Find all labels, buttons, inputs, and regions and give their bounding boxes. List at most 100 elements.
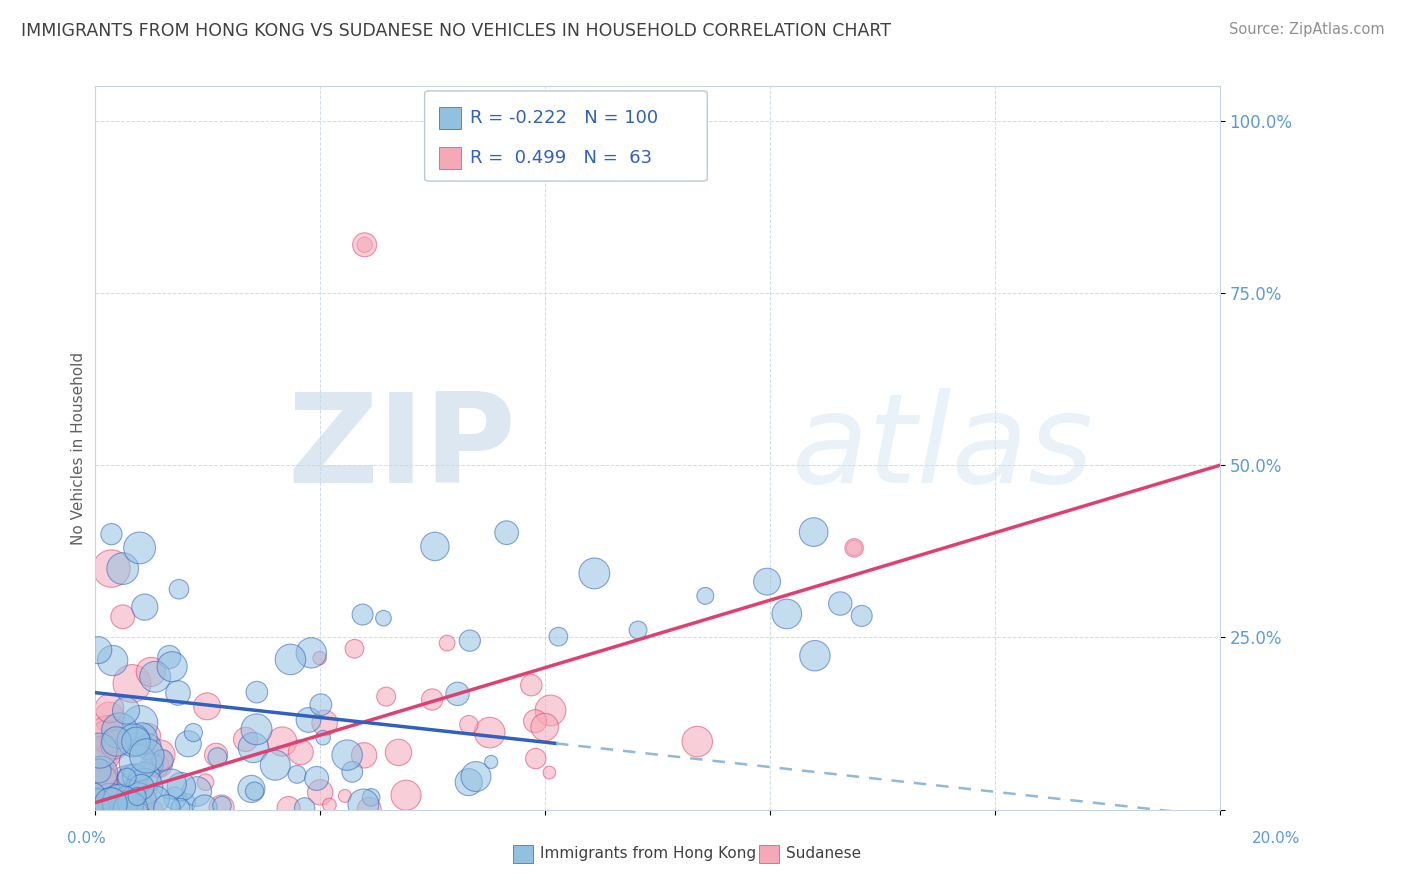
Point xyxy=(352,797,374,812)
Point xyxy=(776,607,799,621)
Point xyxy=(97,727,120,741)
Point xyxy=(121,802,143,816)
Point xyxy=(359,802,381,816)
Point xyxy=(127,756,149,770)
Point xyxy=(308,651,330,665)
Point xyxy=(104,738,127,752)
Point xyxy=(177,737,200,751)
Point xyxy=(163,791,186,805)
Point xyxy=(89,764,111,778)
Point xyxy=(479,755,502,769)
Point xyxy=(96,730,118,744)
Point xyxy=(89,799,111,814)
Point xyxy=(125,796,148,810)
Point xyxy=(524,751,547,765)
Point xyxy=(305,772,328,786)
Point xyxy=(318,797,340,812)
Point xyxy=(842,541,865,555)
Point xyxy=(353,748,375,763)
Point xyxy=(121,676,143,690)
Point xyxy=(152,753,174,767)
Point xyxy=(124,770,146,784)
Point xyxy=(127,787,149,801)
Point xyxy=(89,798,111,813)
Point xyxy=(207,750,229,764)
Point xyxy=(520,678,543,692)
Point xyxy=(148,756,170,771)
Point xyxy=(98,710,121,724)
Point xyxy=(211,800,233,814)
Point xyxy=(297,713,319,727)
Point xyxy=(156,801,179,815)
Point xyxy=(193,800,215,814)
Point xyxy=(136,739,159,754)
Point xyxy=(160,777,183,791)
Point xyxy=(134,600,156,615)
Point xyxy=(243,784,266,798)
Point xyxy=(100,561,122,575)
Point xyxy=(98,738,121,752)
Point xyxy=(478,725,501,739)
Point xyxy=(141,757,163,772)
Point xyxy=(547,630,569,644)
Point xyxy=(93,797,115,812)
Point xyxy=(128,541,150,555)
Point xyxy=(114,789,136,803)
Point xyxy=(127,794,149,808)
Point xyxy=(134,771,156,785)
Point xyxy=(111,561,134,575)
Point xyxy=(84,797,107,811)
Point xyxy=(145,792,167,806)
Point xyxy=(89,796,111,810)
Text: IMMIGRANTS FROM HONG KONG VS SUDANESE NO VEHICLES IN HOUSEHOLD CORRELATION CHART: IMMIGRANTS FROM HONG KONG VS SUDANESE NO… xyxy=(21,22,891,40)
Point xyxy=(540,703,562,717)
Point xyxy=(538,765,561,780)
Point xyxy=(157,650,180,665)
Point xyxy=(105,734,128,748)
Point xyxy=(695,589,717,603)
Point xyxy=(285,767,308,781)
Point xyxy=(235,732,257,747)
Point xyxy=(686,734,709,748)
Text: R =  0.499   N =  63: R = 0.499 N = 63 xyxy=(470,149,652,168)
Point xyxy=(343,641,366,656)
Point xyxy=(420,692,443,706)
Point xyxy=(436,636,458,650)
Point xyxy=(290,745,312,759)
Text: R = -0.222   N = 100: R = -0.222 N = 100 xyxy=(470,109,658,128)
Point xyxy=(134,780,156,794)
Point xyxy=(89,744,111,758)
Point xyxy=(122,733,145,747)
Text: Source: ZipAtlas.com: Source: ZipAtlas.com xyxy=(1229,22,1385,37)
Point xyxy=(271,734,294,748)
Point xyxy=(149,747,172,762)
Point xyxy=(375,690,398,704)
Point xyxy=(101,795,124,809)
Point xyxy=(87,795,110,809)
Point xyxy=(120,802,142,816)
Point xyxy=(352,607,374,622)
Point xyxy=(91,747,114,761)
Point xyxy=(127,789,149,804)
Point xyxy=(114,772,136,786)
Point xyxy=(211,798,233,813)
Point xyxy=(246,685,269,699)
Point xyxy=(851,608,873,623)
Text: Immigrants from Hong Kong: Immigrants from Hong Kong xyxy=(540,847,756,861)
Point xyxy=(353,237,375,252)
Point xyxy=(94,772,117,787)
Point xyxy=(87,770,110,784)
Text: ZIP: ZIP xyxy=(288,387,516,508)
Point xyxy=(309,698,332,712)
Point xyxy=(186,784,208,798)
Point xyxy=(131,731,153,746)
Point xyxy=(121,772,143,786)
Point xyxy=(183,725,205,739)
Point xyxy=(108,723,131,738)
Point xyxy=(294,801,316,815)
Point xyxy=(115,771,138,785)
Point xyxy=(174,796,197,810)
Point xyxy=(423,540,446,554)
Point xyxy=(90,765,112,780)
Point xyxy=(167,686,190,700)
